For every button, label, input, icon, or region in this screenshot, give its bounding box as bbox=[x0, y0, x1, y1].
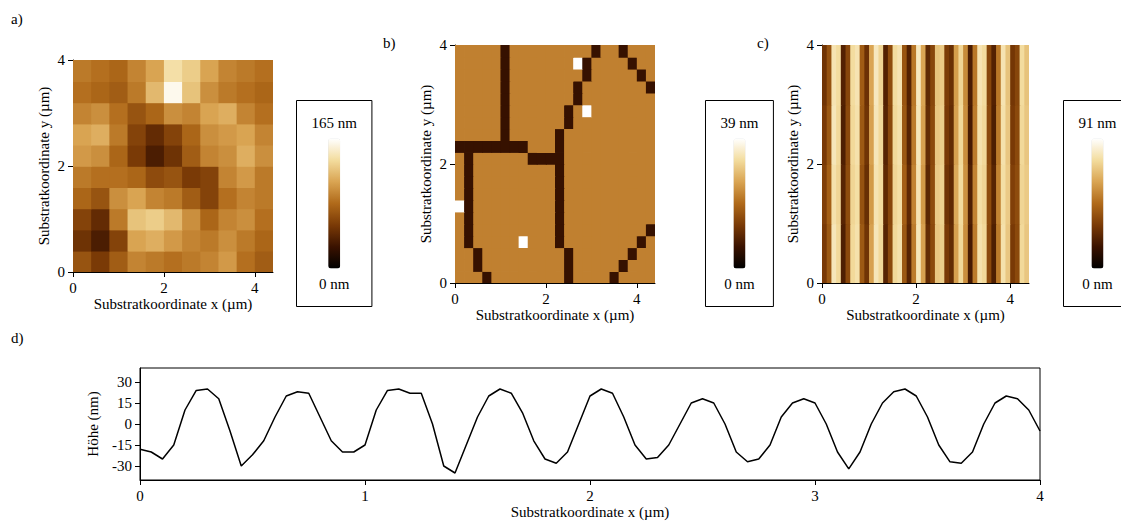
svg-text:165 nm: 165 nm bbox=[311, 115, 357, 131]
svg-text:0 nm: 0 nm bbox=[319, 276, 350, 292]
svg-text:4: 4 bbox=[251, 280, 259, 296]
svg-text:0: 0 bbox=[451, 291, 459, 307]
svg-text:2: 2 bbox=[542, 291, 550, 307]
svg-text:a): a) bbox=[11, 11, 23, 28]
svg-text:30: 30 bbox=[117, 374, 132, 390]
svg-text:Substratkoordinate y (µm): Substratkoordinate y (µm) bbox=[785, 85, 802, 244]
svg-text:4: 4 bbox=[807, 37, 815, 53]
svg-text:b): b) bbox=[383, 35, 396, 52]
svg-text:2: 2 bbox=[160, 280, 168, 296]
svg-text:91 nm: 91 nm bbox=[1078, 115, 1116, 131]
svg-text:Substratkoordinate x (µm): Substratkoordinate x (µm) bbox=[476, 307, 635, 324]
svg-text:Substratkoordinate x (µm): Substratkoordinate x (µm) bbox=[511, 504, 670, 521]
svg-text:0: 0 bbox=[125, 416, 133, 432]
svg-text:-30: -30 bbox=[112, 458, 132, 474]
svg-text:2: 2 bbox=[586, 488, 594, 504]
svg-text:4: 4 bbox=[440, 37, 448, 53]
svg-text:0: 0 bbox=[440, 275, 448, 291]
svg-text:0: 0 bbox=[807, 275, 815, 291]
svg-text:4: 4 bbox=[58, 52, 66, 68]
svg-text:2: 2 bbox=[807, 156, 815, 172]
svg-text:Substratkoordinate x (µm): Substratkoordinate x (µm) bbox=[94, 296, 253, 313]
svg-text:c): c) bbox=[757, 35, 769, 52]
svg-text:0: 0 bbox=[58, 264, 66, 280]
svg-text:0 nm: 0 nm bbox=[724, 276, 755, 292]
svg-text:15: 15 bbox=[117, 395, 132, 411]
svg-text:39 nm: 39 nm bbox=[720, 115, 758, 131]
svg-text:2: 2 bbox=[58, 158, 66, 174]
svg-text:Substratkoordinate y (µm): Substratkoordinate y (µm) bbox=[418, 85, 435, 244]
svg-text:Substratkoordinate y (µm): Substratkoordinate y (µm) bbox=[36, 87, 53, 246]
svg-text:4: 4 bbox=[1036, 488, 1044, 504]
svg-text:Höhe (nm): Höhe (nm) bbox=[85, 391, 102, 456]
svg-text:d): d) bbox=[11, 330, 24, 347]
svg-text:Substratkoordinate x (µm): Substratkoordinate x (µm) bbox=[846, 307, 1005, 324]
svg-text:-15: -15 bbox=[112, 437, 132, 453]
svg-text:3: 3 bbox=[811, 488, 819, 504]
svg-text:4: 4 bbox=[1006, 291, 1014, 307]
svg-text:2: 2 bbox=[440, 156, 448, 172]
svg-text:2: 2 bbox=[912, 291, 920, 307]
svg-text:0: 0 bbox=[136, 488, 144, 504]
svg-text:1: 1 bbox=[361, 488, 369, 504]
svg-text:0: 0 bbox=[69, 280, 77, 296]
svg-text:0 nm: 0 nm bbox=[1082, 276, 1113, 292]
svg-text:0: 0 bbox=[818, 291, 826, 307]
svg-text:4: 4 bbox=[633, 291, 641, 307]
